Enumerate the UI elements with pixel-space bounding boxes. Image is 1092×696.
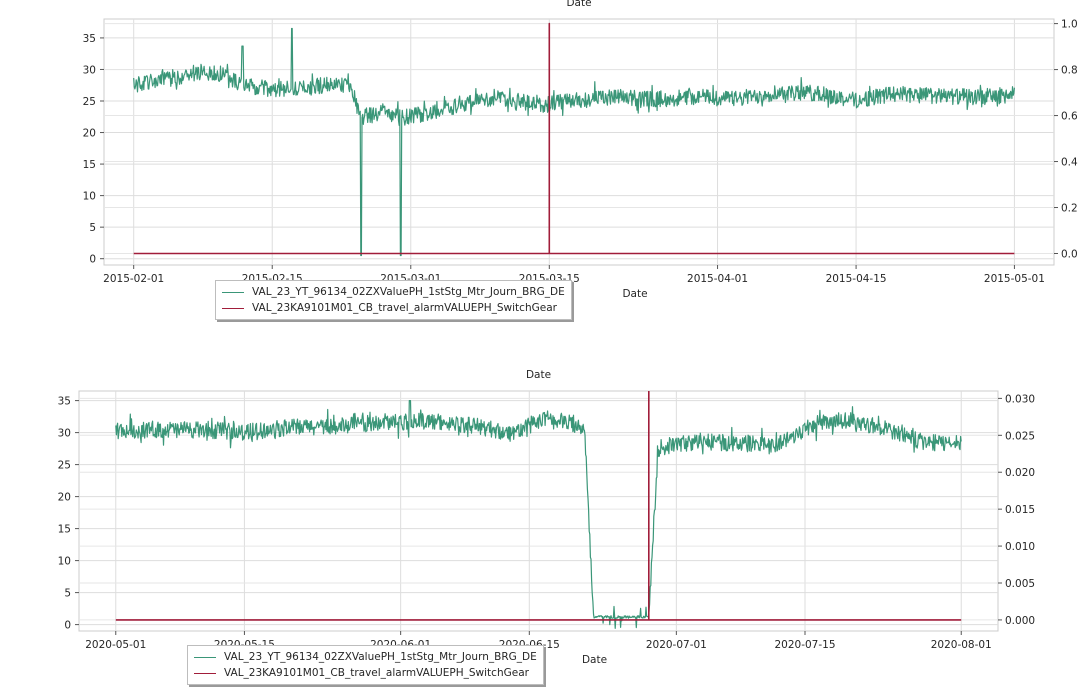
legend-2020: VAL_23_YT_96134_02ZXValuePH_1stStg_Mtr_J… bbox=[187, 645, 544, 685]
x-tick-label: 2015-02-01 bbox=[103, 273, 164, 285]
y-tick-label-left: 30 bbox=[83, 64, 96, 76]
y-tick-label-right: 0.000 bbox=[1005, 615, 1035, 627]
y-tick-label-right: 0.030 bbox=[1005, 393, 1035, 405]
legend-label: VAL_23KA9101M01_CB_travel_alarmVALUEPH_S… bbox=[224, 667, 529, 679]
x-tick-label: 2015-05-01 bbox=[984, 273, 1045, 285]
y-tick-label-left: 10 bbox=[83, 191, 96, 203]
y-tick-label-left: 0 bbox=[89, 254, 96, 266]
x-tick-label: 2015-04-01 bbox=[687, 273, 748, 285]
y-tick-label-right: 0.015 bbox=[1005, 504, 1035, 516]
legend-entry: VAL_23_YT_96134_02ZXValuePH_1stStg_Mtr_J… bbox=[194, 649, 537, 665]
series-line-bearing-value bbox=[115, 400, 962, 629]
x-tick-label: 2020-07-15 bbox=[774, 639, 835, 651]
legend-label: VAL_23_YT_96134_02ZXValuePH_1stStg_Mtr_J… bbox=[252, 286, 565, 298]
x-tick-label: 2020-08-01 bbox=[931, 639, 992, 651]
legend-entry: VAL_23KA9101M01_CB_travel_alarmVALUEPH_S… bbox=[222, 300, 565, 316]
y-tick-label-left: 5 bbox=[64, 588, 71, 600]
y-tick-label-right: 0.025 bbox=[1005, 430, 1035, 442]
y-tick-label-left: 25 bbox=[83, 96, 96, 108]
legend-label: VAL_23_YT_96134_02ZXValuePH_1stStg_Mtr_J… bbox=[224, 651, 537, 663]
legend-entry: VAL_23KA9101M01_CB_travel_alarmVALUEPH_S… bbox=[194, 665, 537, 681]
legend-swatch-red bbox=[194, 672, 216, 674]
y-tick-label-left: 15 bbox=[58, 524, 71, 536]
series-line-switchgear-alarm bbox=[115, 391, 962, 621]
legend-swatch-green bbox=[194, 656, 216, 658]
chart-2020: 2020-05-012020-05-152020-06-012020-06-15… bbox=[58, 369, 1035, 666]
legend-entry: VAL_23_YT_96134_02ZXValuePH_1stStg_Mtr_J… bbox=[222, 284, 565, 300]
y-tick-label-right: 0.010 bbox=[1005, 541, 1035, 553]
y-tick-label-left: 30 bbox=[58, 428, 71, 440]
legend-2015: VAL_23_YT_96134_02ZXValuePH_1stStg_Mtr_J… bbox=[215, 280, 572, 320]
x-axis-label: Date bbox=[622, 288, 647, 300]
legend-swatch-green bbox=[222, 291, 244, 293]
x-tick-label: 2020-07-01 bbox=[646, 639, 707, 651]
y-tick-label-right: 1.0 bbox=[1061, 19, 1078, 31]
y-tick-label-right: 0.2 bbox=[1061, 203, 1078, 215]
plot-area bbox=[103, 18, 1055, 266]
y-tick-label-left: 15 bbox=[83, 159, 96, 171]
series-line-bearing-value bbox=[133, 27, 1015, 257]
x-axis-label-top: Date bbox=[526, 369, 551, 381]
legend-swatch-red bbox=[222, 307, 244, 309]
y-tick-label-left: 20 bbox=[58, 492, 71, 504]
chart-2015: 2015-02-01 2015-02-15 2015-03-01 2015-03-15… bbox=[83, 0, 1078, 300]
x-axis-label: Date bbox=[582, 654, 607, 666]
y-tick-label-left: 25 bbox=[58, 460, 71, 472]
x-tick-label: 2020-05-01 bbox=[85, 639, 146, 651]
legend-label: VAL_23KA9101M01_CB_travel_alarmVALUEPH_S… bbox=[252, 302, 557, 314]
y-tick-label-right: 0.0 bbox=[1061, 249, 1078, 261]
y-tick-label-left: 35 bbox=[83, 33, 96, 45]
y-tick-label-left: 35 bbox=[58, 396, 71, 408]
series-line-switchgear-alarm bbox=[133, 22, 1015, 255]
y-tick-label-left: 0 bbox=[64, 620, 71, 632]
y-tick-label-right: 0.005 bbox=[1005, 578, 1035, 590]
y-tick-label-left: 20 bbox=[83, 128, 96, 140]
y-tick-label-right: 0.020 bbox=[1005, 467, 1035, 479]
x-axis-label-top: Date bbox=[566, 0, 591, 9]
y-tick-label-right: 0.8 bbox=[1061, 65, 1078, 77]
y-tick-label-right: 0.4 bbox=[1061, 157, 1078, 169]
y-tick-label-right: 0.6 bbox=[1061, 111, 1078, 123]
x-tick-label: 2015-04-15 bbox=[826, 273, 887, 285]
y-tick-label-left: 5 bbox=[89, 222, 96, 234]
y-tick-label-left: 10 bbox=[58, 556, 71, 568]
